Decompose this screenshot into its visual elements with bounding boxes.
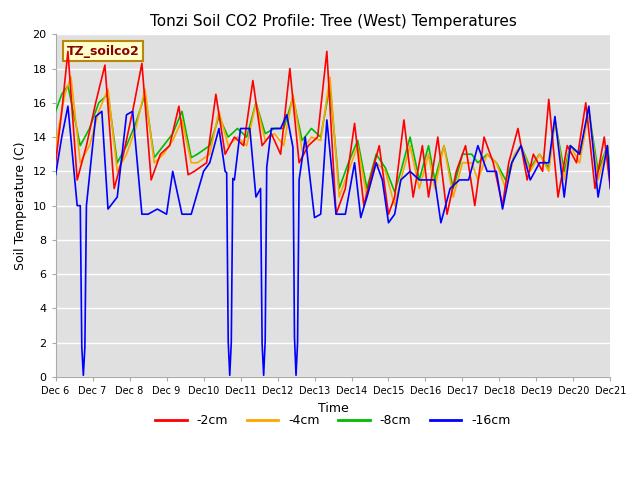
Title: Tonzi Soil CO2 Profile: Tree (West) Temperatures: Tonzi Soil CO2 Profile: Tree (West) Temp… xyxy=(150,14,516,29)
Legend: -2cm, -4cm, -8cm, -16cm: -2cm, -4cm, -8cm, -16cm xyxy=(150,409,516,432)
Y-axis label: Soil Temperature (C): Soil Temperature (C) xyxy=(14,142,27,270)
X-axis label: Time: Time xyxy=(317,402,348,415)
Text: TZ_soilco2: TZ_soilco2 xyxy=(67,45,140,58)
